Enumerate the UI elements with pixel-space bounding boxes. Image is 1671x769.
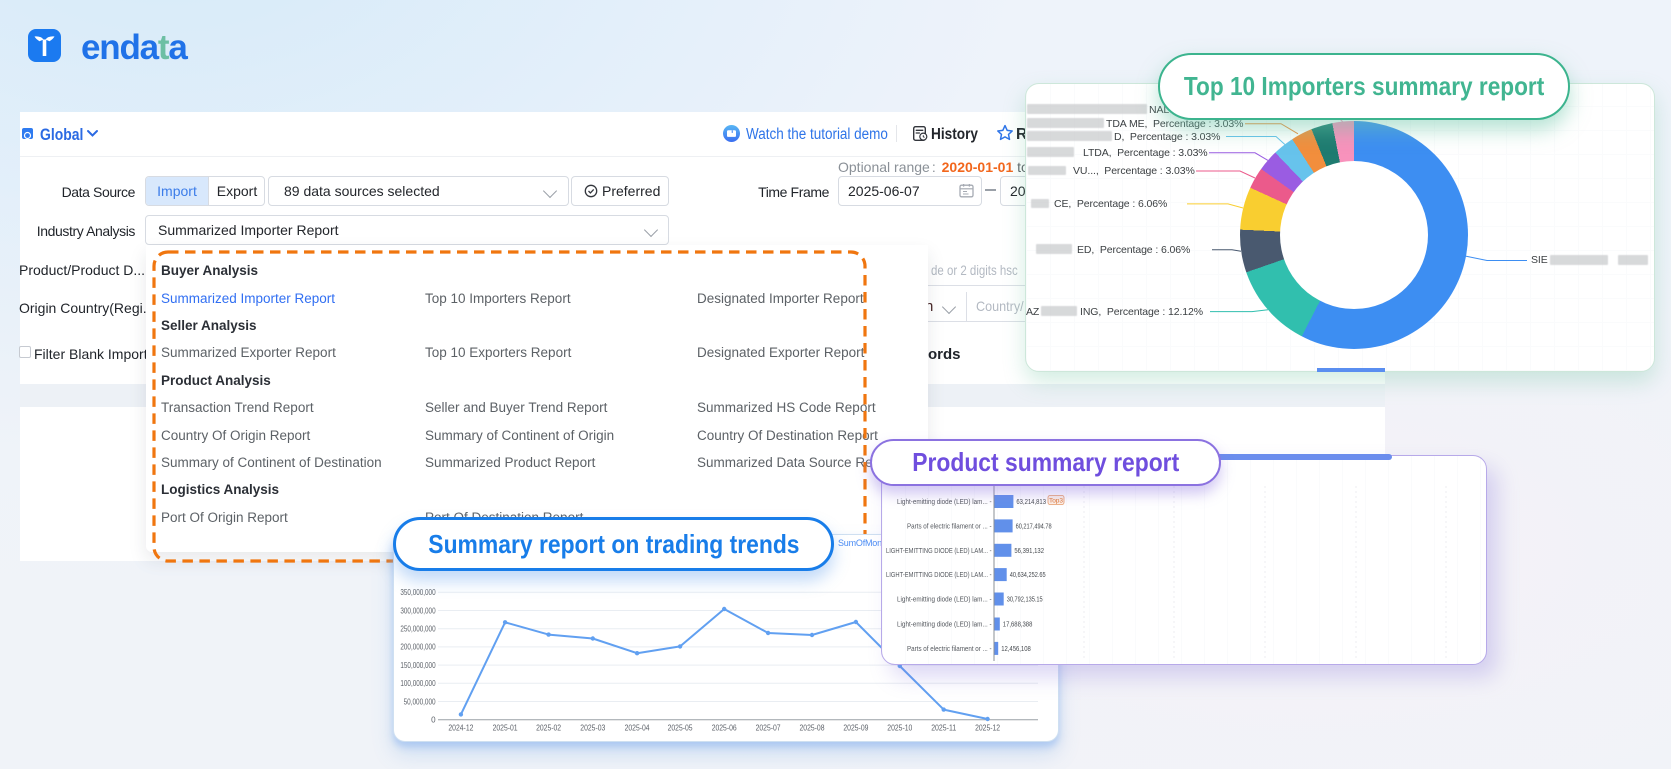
- svg-text:2025-04: 2025-04: [625, 724, 650, 733]
- svg-text:2025-01: 2025-01: [493, 724, 518, 733]
- svg-text:Light-emitting diode (LED) lam: Light-emitting diode (LED) lam... -: [897, 597, 992, 604]
- svg-text:2025-05: 2025-05: [668, 724, 693, 733]
- svg-text:2024-12: 2024-12: [448, 724, 473, 733]
- svg-text:2025-06: 2025-06: [712, 724, 737, 733]
- svg-text:63,214,813: 63,214,813: [1016, 499, 1046, 506]
- svg-text:2025-02: 2025-02: [536, 724, 561, 733]
- svg-text:56,391,132: 56,391,132: [1014, 548, 1044, 555]
- svg-text:2025-09: 2025-09: [843, 724, 868, 733]
- svg-text:200,000,000: 200,000,000: [400, 643, 436, 652]
- svg-text:12,456,108: 12,456,108: [1001, 646, 1031, 653]
- svg-text:Parts of electric filament or: Parts of electric filament or ... -: [907, 646, 992, 653]
- svg-text:LIGHT-EMITTING DIODE (LED) LAM: LIGHT-EMITTING DIODE (LED) LAM... -: [886, 572, 992, 579]
- svg-text:60,217,494.78: 60,217,494.78: [1016, 523, 1052, 530]
- svg-text:Light-emitting diode (LED) lam: Light-emitting diode (LED) lam... -: [897, 499, 992, 506]
- svg-text:100,000,000: 100,000,000: [400, 679, 436, 688]
- svg-text:30,792,135.15: 30,792,135.15: [1007, 597, 1043, 604]
- svg-text:2025-10: 2025-10: [887, 724, 912, 733]
- svg-text:350,000,000: 350,000,000: [400, 588, 436, 597]
- svg-text:2025-12: 2025-12: [975, 724, 1000, 733]
- svg-text:2025-07: 2025-07: [756, 724, 781, 733]
- svg-text:Parts of electric filament or: Parts of electric filament or ... -: [907, 523, 992, 530]
- svg-text:40,634,252.65: 40,634,252.65: [1010, 572, 1046, 579]
- svg-text:2025-11: 2025-11: [931, 724, 956, 733]
- svg-text:Top3: Top3: [1049, 497, 1063, 504]
- svg-text:Light-emitting diode (LED) lam: Light-emitting diode (LED) lam... -: [897, 622, 992, 629]
- svg-text:2025-03: 2025-03: [580, 724, 605, 733]
- svg-text:150,000,000: 150,000,000: [400, 661, 436, 670]
- svg-text:50,000,000: 50,000,000: [404, 697, 436, 706]
- svg-text:2025-08: 2025-08: [800, 724, 825, 733]
- svg-text:250,000,000: 250,000,000: [400, 625, 436, 634]
- svg-text:0: 0: [431, 716, 436, 725]
- svg-text:17,688,388: 17,688,388: [1003, 622, 1033, 629]
- svg-text:LIGHT-EMITTING DIODE (LED) LAM: LIGHT-EMITTING DIODE (LED) LAM... -: [886, 548, 992, 555]
- svg-text:300,000,000: 300,000,000: [400, 606, 436, 615]
